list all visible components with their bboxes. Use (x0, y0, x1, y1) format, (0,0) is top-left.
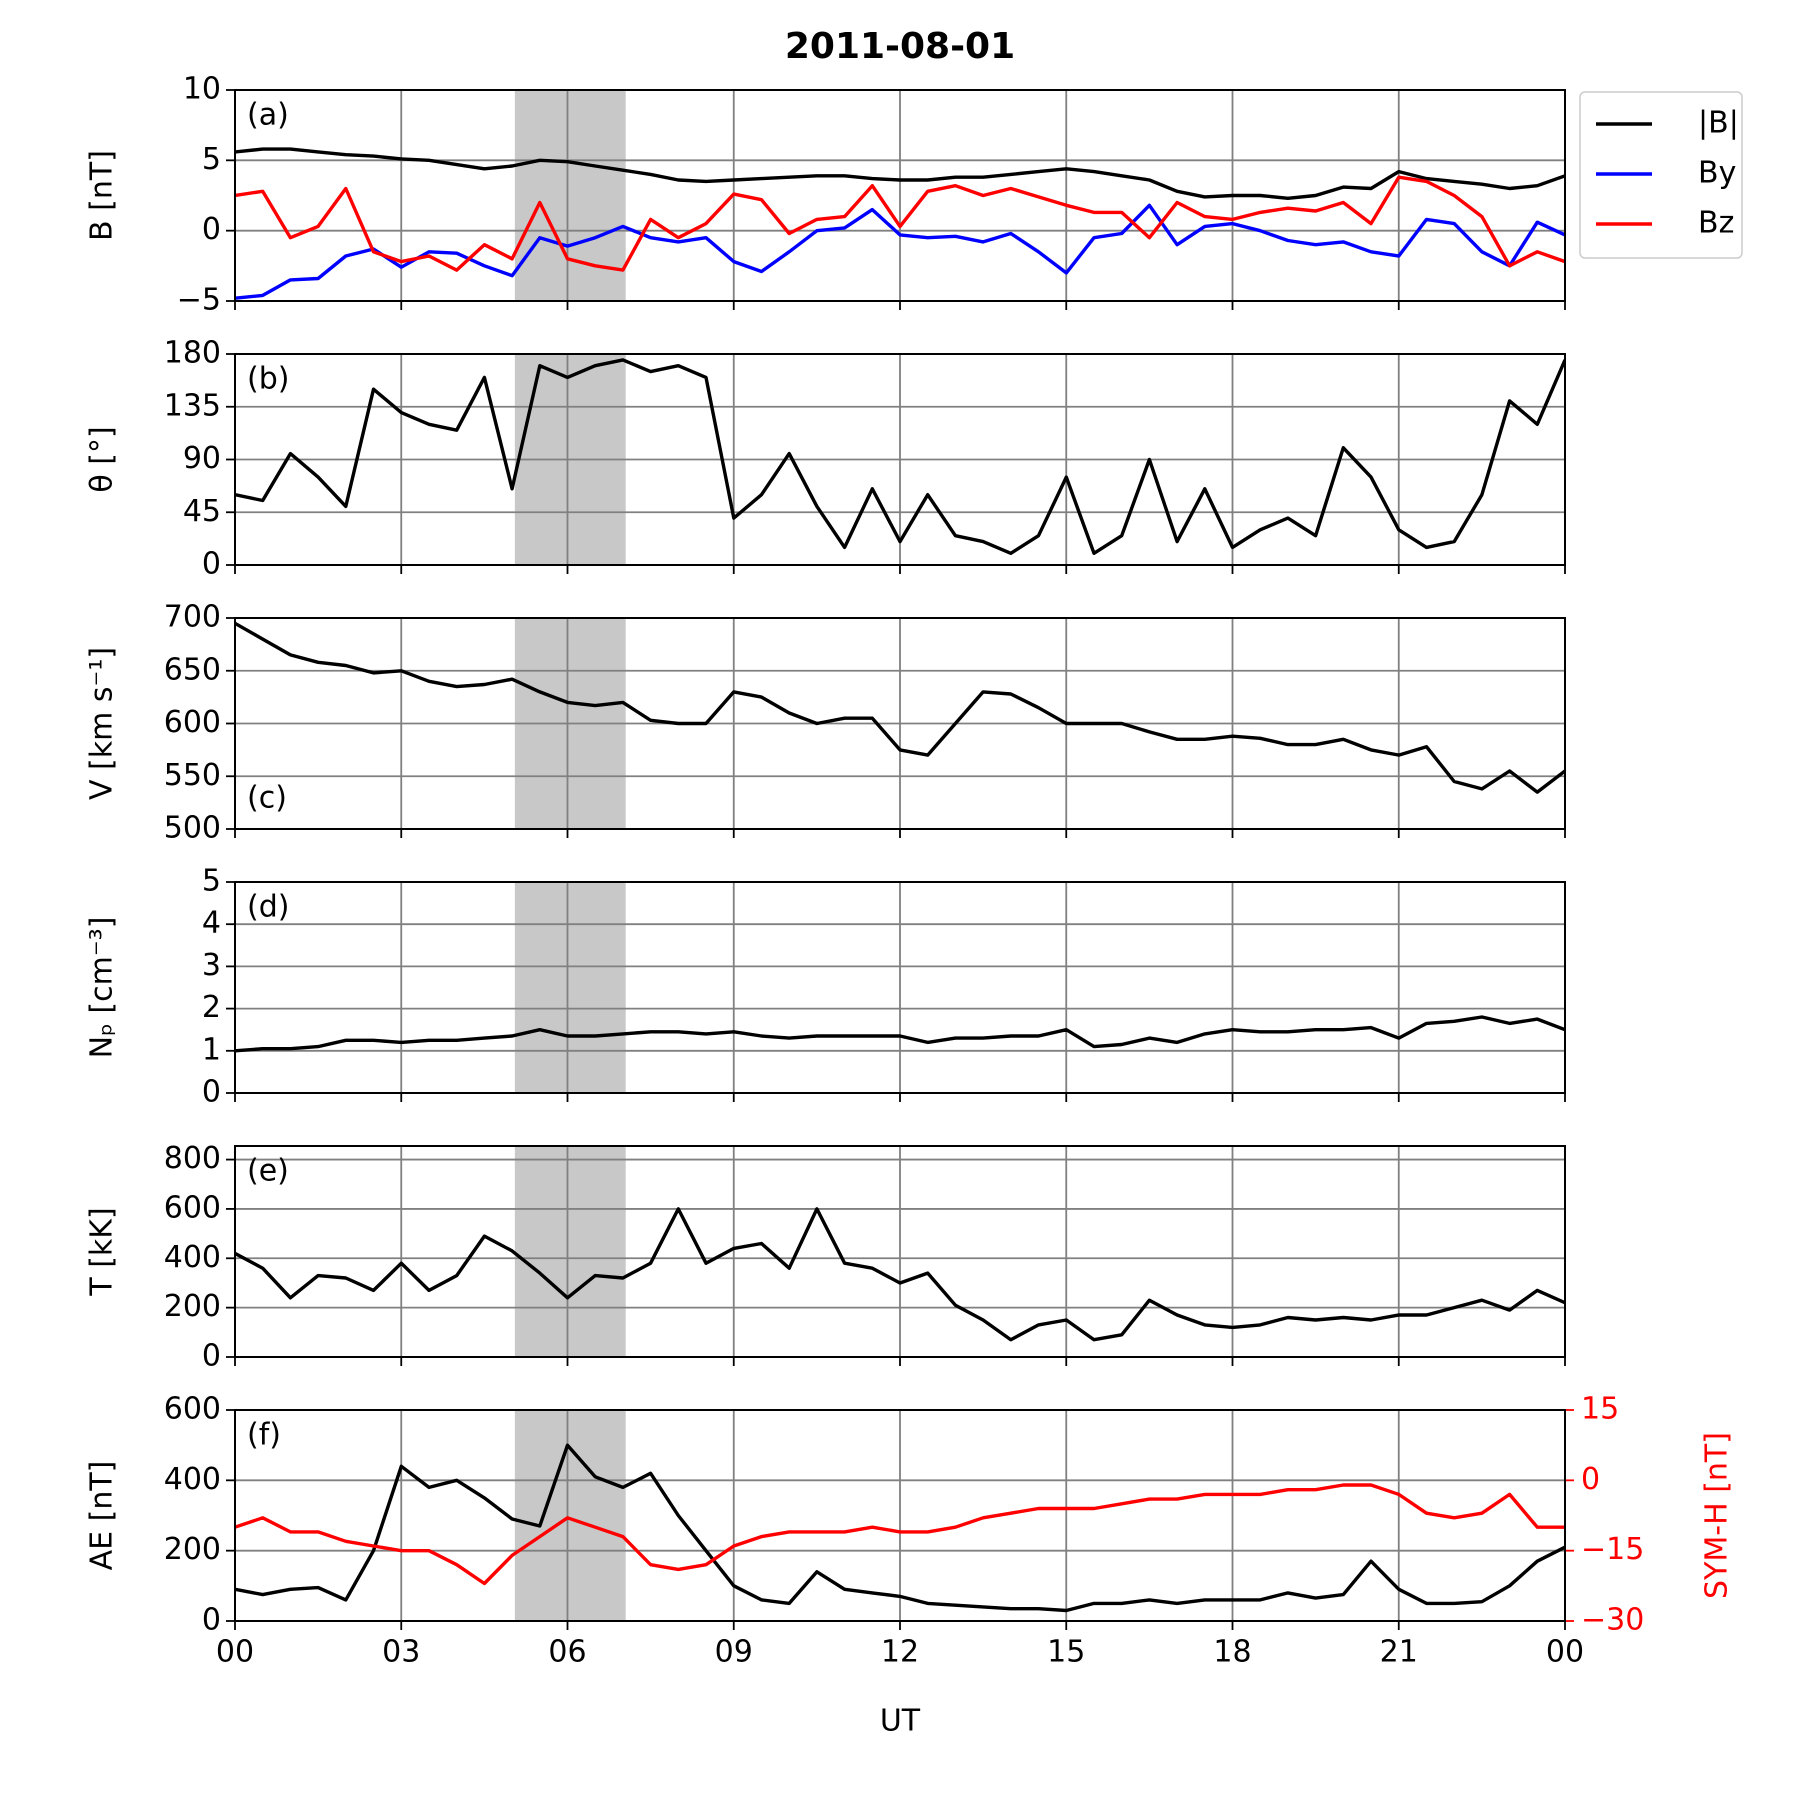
y-tick-label: 200 (164, 1532, 221, 1567)
y-tick-label: 700 (164, 600, 221, 635)
data-line (235, 358, 1565, 555)
y-axis-label: Nₚ [cm⁻³] (85, 917, 120, 1059)
highlight-span (514, 90, 626, 301)
data-line (235, 1483, 1565, 1586)
legend-label: By (1698, 156, 1736, 191)
y2-tick-label: 15 (1581, 1392, 1619, 1427)
axes-frame (234, 353, 1566, 566)
y-tick-label: 135 (164, 388, 221, 423)
y-tick-label: 600 (164, 1190, 221, 1225)
y-tick-label: 5 (202, 864, 221, 899)
y-axis-label: B [nT] (85, 150, 120, 241)
y-axis-label: AE [nT] (85, 1461, 120, 1571)
panel-label: (a) (247, 98, 289, 133)
x-tick-label: 18 (1213, 1635, 1251, 1670)
y-tick-label: 600 (164, 705, 221, 740)
x-tick-label: 00 (216, 1635, 254, 1670)
plot-area (235, 147, 1565, 300)
y-axis-label: V [km s⁻¹] (85, 647, 120, 800)
y-tick-label: 0 (202, 212, 221, 247)
x-axis-label: UT (880, 1704, 921, 1739)
data-line (235, 147, 1565, 200)
y-tick-label: 550 (164, 758, 221, 793)
data-line (235, 1207, 1565, 1342)
data-line (235, 621, 1565, 794)
panel-label: (c) (247, 781, 287, 816)
axes-frame (234, 89, 1566, 302)
panel-label: (d) (247, 890, 289, 925)
y-axis-label: θ [°] (85, 426, 120, 492)
y-tick-label: 1 (202, 1032, 221, 1067)
legend-label: Bz (1698, 206, 1734, 241)
axes-frame (234, 1145, 1566, 1358)
highlight-span (514, 882, 626, 1093)
y-tick-label: 0 (202, 547, 221, 582)
y-tick-label: 4 (202, 906, 221, 941)
y-tick-label: 800 (164, 1141, 221, 1176)
y-tick-label: 600 (164, 1392, 221, 1427)
panel-label: (e) (247, 1154, 289, 1189)
y-tick-label: 400 (164, 1462, 221, 1497)
x-tick-label: 00 (1546, 1635, 1584, 1670)
y-tick-label: 5 (202, 142, 221, 177)
y-axis-label: T [kK] (85, 1207, 120, 1296)
highlight-span (514, 1146, 626, 1357)
x-tick-label: 12 (881, 1635, 919, 1670)
highlight-span (514, 1410, 626, 1621)
legend-box (1579, 91, 1743, 259)
data-line (235, 175, 1565, 272)
panel-label: (b) (247, 362, 289, 397)
y-tick-label: 400 (164, 1240, 221, 1275)
y2-axis-label: SYM-H [nT] (1700, 1432, 1735, 1599)
x-tick-label: 06 (548, 1635, 586, 1670)
data-line (235, 1015, 1565, 1053)
x-tick-label: 09 (715, 1635, 753, 1670)
y-tick-label: −5 (177, 283, 221, 318)
plot-area (235, 1207, 1565, 1342)
y-tick-label: 0 (202, 1603, 221, 1638)
y-tick-label: 200 (164, 1289, 221, 1324)
y-tick-label: 0 (202, 1339, 221, 1374)
plot-area (235, 358, 1565, 555)
x-tick-label: 15 (1047, 1635, 1085, 1670)
y-tick-label: 45 (183, 494, 221, 529)
axes-frame (234, 617, 1566, 830)
panel-label: (f) (247, 1418, 281, 1453)
x-tick-label: 21 (1380, 1635, 1418, 1670)
axes-frame (234, 881, 1566, 1094)
y2-tick-label: 0 (1581, 1462, 1600, 1497)
y-tick-label: 2 (202, 990, 221, 1025)
y-tick-label: 90 (183, 441, 221, 476)
data-line (235, 203, 1565, 300)
x-tick-label: 03 (382, 1635, 420, 1670)
y2-tick-label: −15 (1581, 1532, 1644, 1567)
legend-label: |B| (1698, 106, 1739, 141)
y-tick-label: 500 (164, 811, 221, 846)
y-tick-label: 650 (164, 652, 221, 687)
plot-area (235, 621, 1565, 794)
y-tick-label: 10 (183, 72, 221, 107)
y-tick-label: 3 (202, 948, 221, 983)
y-tick-label: 0 (202, 1075, 221, 1110)
data-line (235, 1443, 1565, 1613)
y2-tick-label: −30 (1581, 1603, 1644, 1638)
axes-frame (234, 1409, 1566, 1622)
plot-area (235, 1015, 1565, 1053)
y-tick-label: 180 (164, 336, 221, 371)
figure-title: 2011-08-01 (785, 26, 1015, 67)
plot-area (235, 1443, 1565, 1613)
